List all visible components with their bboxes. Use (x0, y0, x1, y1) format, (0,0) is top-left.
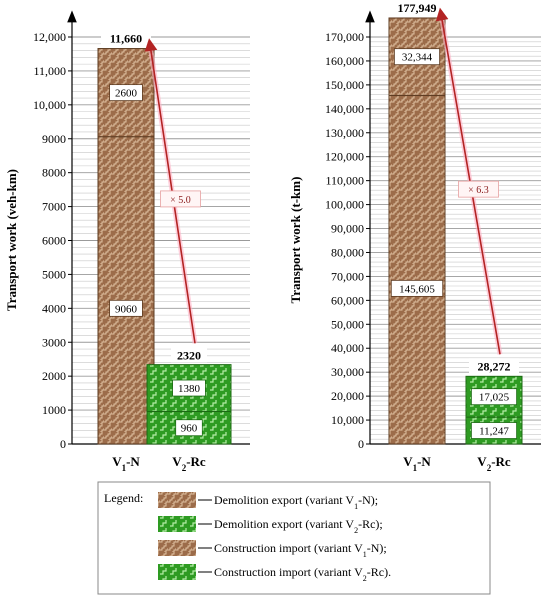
legend-title: Legend: (104, 491, 143, 505)
segment-label-box (470, 422, 517, 439)
y-tick-label: 30,000 (331, 365, 364, 379)
y-tick-label: 0 (60, 437, 66, 451)
y-tick-label: 5000 (42, 267, 66, 281)
multiplier-label: × 5.0 (170, 195, 191, 206)
multiplier-box (160, 190, 201, 208)
legend-swatch-construction-v2 (158, 564, 196, 580)
segment-value-label: 32,344 (402, 52, 433, 64)
y-tick-label: 3000 (42, 335, 66, 349)
y-tick-label: 100,000 (325, 198, 364, 212)
y-tick-label: 140,000 (325, 102, 364, 116)
y-tick-label: 11,000 (33, 64, 66, 78)
bar-segment (388, 94, 446, 445)
chart-right: 0 10,000 20,000 30,000 40,000 50,000 60,000 70,… (288, 0, 541, 473)
total-value-label: 11,660 (110, 32, 142, 46)
segment-value-label: 2600 (115, 88, 138, 100)
segment-value-label: 1380 (178, 383, 201, 395)
y-tick-label: 8000 (42, 166, 66, 180)
segment-value-label: 17,025 (479, 392, 510, 404)
total-value-label: 2320 (177, 348, 201, 362)
segment-label-box (390, 279, 444, 297)
segment-label-box (109, 299, 143, 317)
y-tick-label: 150,000 (325, 78, 364, 92)
y-tick-label: 1000 (42, 403, 66, 417)
total-label-bg (171, 347, 207, 363)
y-tick-label: 160,000 (325, 54, 364, 68)
y-tick-label: 80,000 (331, 245, 364, 259)
segment-value-label: 960 (181, 423, 198, 435)
multiplier-box (458, 180, 499, 198)
y-tick-label: 50,000 (331, 317, 364, 331)
legend-label-construction-v1: Construction import (variant V1-N); (214, 541, 387, 559)
legend-item: Demolition export (variant V1-N); (158, 492, 378, 511)
category-label: V1-N (112, 454, 140, 473)
y-tick-label: 2000 (42, 369, 66, 383)
y-tick-label: 110,000 (325, 174, 364, 188)
y-axis-title: Transport work (veh-km) (4, 169, 19, 311)
y-tick-label: 4000 (42, 301, 66, 315)
total-label-bg (101, 30, 151, 46)
legend-label-construction-v2: Construction import (variant V2-Rc). (214, 565, 391, 583)
y-tick-label: 130,000 (325, 126, 364, 140)
legend-item: Demolition export (variant V2-Rc); (158, 516, 383, 535)
y-tick-label: 0 (358, 437, 364, 451)
segment-label-box (470, 388, 517, 406)
bar-segment (97, 136, 155, 445)
y-axis-title: Transport work (t-km) (288, 177, 303, 304)
multiplier-label: × 6.3 (468, 185, 489, 196)
legend-swatch-demolition-v2 (158, 516, 196, 532)
y-tick-label: 10,000 (33, 98, 66, 112)
legend-swatch-construction-v1 (158, 540, 196, 556)
legend-item: Construction import (variant V2-Rc). (158, 564, 391, 583)
segment-label-box (393, 48, 440, 66)
segment-label-box (172, 379, 206, 397)
y-tick-label: 6000 (42, 234, 66, 248)
segment-value-label: 9060 (115, 303, 138, 315)
y-tick-label: 9000 (42, 132, 66, 146)
legend: Legend: Demolition export (variant V1-N)… (97, 481, 491, 595)
y-tick-label: 20,000 (331, 389, 364, 403)
y-tick-label: 170,000 (325, 30, 364, 44)
y-tick-label: 60,000 (331, 293, 364, 307)
category-label: V1-N (403, 454, 431, 473)
legend-swatch-demolition-v1 (158, 492, 196, 508)
chart-left: 0 1000 2000 3000 4000 5000 6000 7000 8000 9000 10,… (4, 10, 250, 473)
legend-item: Construction import (variant V1-N); (158, 540, 387, 559)
total-label-bg (388, 0, 446, 15)
segment-label-box (175, 419, 203, 437)
category-label: V2-Rc (477, 454, 511, 473)
total-value-label: 28,272 (478, 359, 511, 373)
segment-value-label: 145,605 (399, 283, 435, 295)
total-value-label: 177,949 (398, 1, 437, 15)
y-tick-label: 12,000 (33, 30, 66, 44)
segment-value-label: 11,247 (479, 426, 509, 438)
y-tick-label: 10,000 (331, 413, 364, 427)
category-label: V2-Rc (172, 454, 206, 473)
y-tick-label: 90,000 (331, 222, 364, 236)
y-tick-label: 120,000 (325, 150, 364, 164)
y-tick-label: 40,000 (331, 341, 364, 355)
segment-label-box (109, 84, 143, 102)
y-tick-label: 7000 (42, 200, 66, 214)
legend-label-demolition-v2: Demolition export (variant V2-Rc); (214, 517, 383, 535)
legend-label-demolition-v1: Demolition export (variant V1-N); (214, 493, 378, 511)
total-label-bg (469, 358, 519, 374)
y-tick-label: 70,000 (331, 269, 364, 283)
